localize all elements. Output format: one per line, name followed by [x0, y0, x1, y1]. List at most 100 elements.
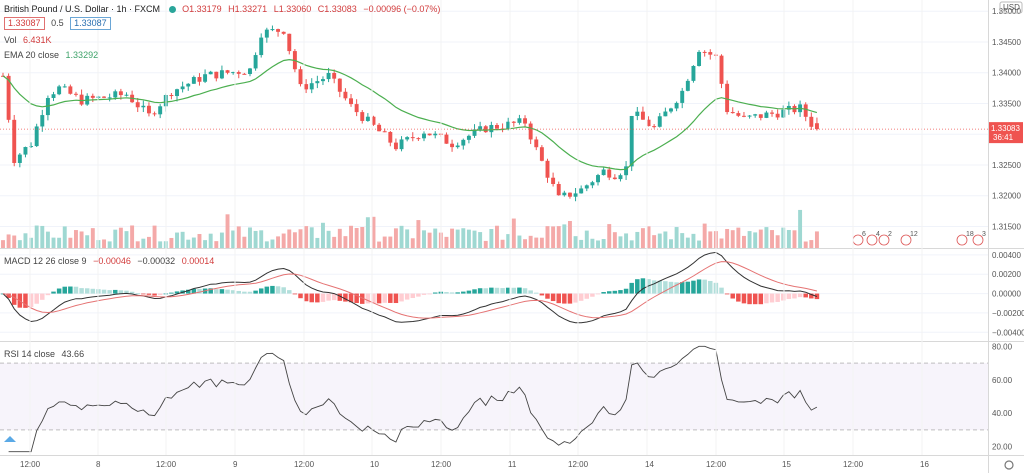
macd-tick-label: 0.00400 [992, 251, 1021, 260]
candle-body [309, 83, 314, 90]
volume-bar [6, 234, 11, 248]
candle-body [377, 124, 382, 132]
volume-bar [444, 236, 449, 248]
macd-histogram-bar [601, 292, 606, 294]
event-badge-icon [900, 234, 912, 246]
volume-bar [685, 237, 690, 248]
price-tick-label: 1.34000 [992, 69, 1021, 78]
macd-histogram-bar [578, 293, 584, 301]
candle-body [231, 72, 236, 74]
candle-body [371, 116, 376, 125]
candle-body [781, 109, 786, 118]
macd-histogram-bar [472, 289, 477, 294]
volume-bar [635, 231, 640, 248]
volume-bar [483, 240, 488, 248]
macd-histogram-bar [214, 289, 219, 294]
candle-body [567, 192, 572, 197]
macd-histogram-bar [157, 293, 163, 296]
macd-histogram-bar [562, 293, 567, 304]
symbol-title[interactable]: British Pound / U.S. Dollar · 1h · FXCM [4, 4, 161, 14]
volume-value: 6.431K [23, 35, 52, 45]
candle-body [219, 70, 224, 79]
ema-legend[interactable]: EMA 20 close 1.33292 [4, 50, 102, 60]
volume-bar [102, 239, 107, 248]
candle-body [225, 70, 230, 73]
candle-body [466, 135, 471, 140]
candle-body [158, 106, 163, 115]
candle-body [175, 89, 179, 97]
volume-bar [461, 228, 466, 248]
macd-histogram-bar [786, 293, 792, 299]
volume-bar [40, 225, 45, 248]
volume-bar [495, 225, 499, 248]
macd-histogram-bar [360, 293, 365, 304]
candle-body [747, 115, 752, 117]
candle-body [34, 126, 39, 147]
time-tick-label: 12:00 [568, 460, 589, 469]
macd-histogram-bar [606, 291, 612, 294]
candle-body [741, 115, 746, 117]
volume-bar [781, 227, 786, 248]
macd-histogram-bar [124, 290, 129, 294]
volume-bar [45, 231, 50, 248]
macd-histogram-bar [365, 293, 371, 304]
macd-histogram-bar [40, 293, 45, 300]
volume-bar [478, 232, 483, 248]
current-price-tag [989, 122, 1023, 144]
buy-button[interactable]: 1.33087 [70, 17, 111, 30]
volume-bar [107, 241, 112, 248]
macd-value: −0.00046 [93, 256, 131, 266]
macd-histogram-bar [376, 293, 382, 304]
macd-histogram-bar [292, 293, 298, 295]
candle-body [551, 177, 556, 185]
event-badge-label: 2 [888, 231, 892, 238]
volume-bar [337, 228, 342, 248]
macd-histogram-bar [809, 293, 814, 299]
volume-bar [365, 217, 370, 248]
candle-body [483, 126, 488, 133]
volume-bar [764, 227, 769, 248]
macd-histogram-bar [758, 293, 764, 305]
candle-body [365, 116, 370, 121]
macd-histogram-bar [174, 291, 180, 294]
volume-bar [304, 226, 309, 248]
rsi-legend[interactable]: RSI 14 close 43.66 [4, 349, 88, 359]
volume-bar [523, 239, 528, 248]
candle-body [360, 112, 365, 121]
sell-button[interactable]: 1.33087 [4, 17, 45, 30]
candle-body [57, 86, 62, 95]
candle-body [753, 114, 758, 116]
time-tick-label: 14 [645, 460, 654, 469]
volume-bar [584, 230, 589, 248]
volume-bar [708, 231, 713, 248]
macd-histogram-bar [674, 282, 679, 294]
candle-body [618, 175, 623, 180]
volume-bar [146, 236, 151, 248]
candle-body [315, 81, 320, 84]
signal-line [2, 261, 818, 319]
candle-body [152, 113, 157, 115]
macd-histogram-bar [657, 280, 663, 294]
macd-histogram-bar [623, 288, 629, 294]
volume-bar [736, 227, 741, 248]
macd-histogram-bar [455, 292, 460, 294]
volume-bar [809, 240, 814, 248]
macd-histogram-bar [517, 287, 522, 294]
candle-body [40, 115, 45, 127]
volume-bar [276, 236, 281, 248]
candle-body [478, 126, 483, 130]
macd-legend[interactable]: MACD 12 26 close 9 −0.00046 −0.00032 0.0… [4, 256, 218, 266]
candle-body [601, 169, 606, 176]
volume-bar [545, 226, 550, 248]
macd-histogram-bar [303, 293, 309, 302]
volume-bar [264, 241, 269, 248]
macd-histogram-bar [466, 290, 472, 294]
volume-bar [197, 234, 202, 248]
volume-bar [186, 239, 191, 248]
macd-histogram-bar [629, 282, 634, 294]
macd-histogram-bar [135, 293, 140, 294]
volume-legend[interactable]: Vol 6.431K [4, 35, 56, 45]
rsi-label: RSI 14 close [4, 349, 56, 359]
macd-histogram-bar [534, 292, 539, 294]
